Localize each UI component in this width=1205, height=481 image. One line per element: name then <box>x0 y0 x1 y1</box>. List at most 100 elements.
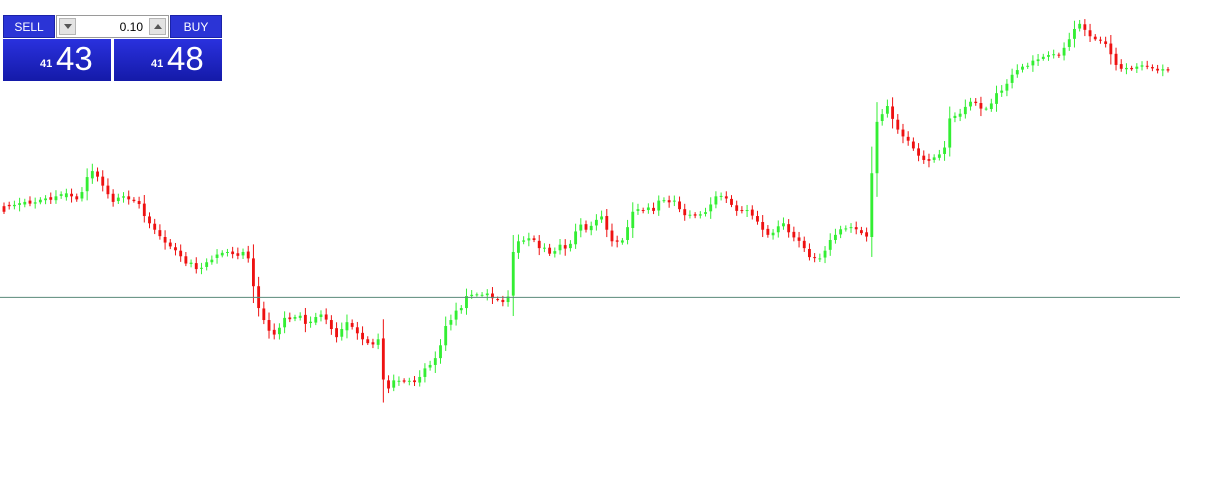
candle-bear <box>335 328 339 338</box>
candle-bear <box>101 176 105 186</box>
lot-decrease-button[interactable] <box>59 18 76 35</box>
candle-bull <box>200 267 203 269</box>
candle-bull <box>542 247 546 249</box>
candle-bear <box>766 228 770 235</box>
candle-bear <box>496 299 500 301</box>
candle-bull <box>1000 90 1004 93</box>
candle-bear <box>891 106 895 119</box>
candle-bull <box>558 244 562 251</box>
buy-button[interactable]: BUY <box>170 15 222 38</box>
candle-bear <box>366 339 370 344</box>
candle-bull <box>1078 23 1082 29</box>
candle-bull <box>963 106 967 115</box>
candle-bull <box>818 258 822 260</box>
candle-bull <box>340 329 344 337</box>
candle-bear <box>683 209 687 216</box>
candle-bull <box>1036 59 1040 62</box>
candle-bull <box>376 339 380 345</box>
candle-bull <box>283 317 287 328</box>
candle-bull <box>662 200 666 202</box>
candle-bull <box>220 252 224 256</box>
candle-bear <box>174 247 177 251</box>
candle-bull <box>688 214 692 216</box>
candle-bull <box>522 240 526 242</box>
candle-bull <box>1021 66 1024 70</box>
candle-bull <box>880 114 884 122</box>
lot-size-input[interactable] <box>79 17 143 36</box>
candle-bear <box>859 230 863 234</box>
candle-bear <box>911 141 915 149</box>
candle-bear <box>808 248 811 258</box>
candle-bear <box>615 240 619 242</box>
candle-bull <box>672 200 676 202</box>
candle-bull <box>553 251 557 254</box>
candle-bear <box>1130 67 1134 70</box>
candle-bear <box>802 240 806 249</box>
candle-bull <box>423 368 427 377</box>
candle-bull <box>44 198 48 201</box>
candle-bear <box>756 216 759 222</box>
sell-price-button[interactable]: 41 43 <box>3 39 111 81</box>
candle-bull <box>833 234 837 240</box>
candle-bull <box>626 227 630 240</box>
candle-bear <box>49 197 53 200</box>
candle-bear <box>735 205 739 211</box>
lot-increase-button[interactable] <box>149 18 166 35</box>
chevron-down-icon <box>64 24 72 29</box>
candle-bear <box>75 196 79 200</box>
candle-bear <box>917 148 921 156</box>
candle-bear <box>1166 69 1170 71</box>
candle-bull <box>1067 39 1071 47</box>
candle-bull <box>1073 28 1076 39</box>
candle-bear <box>610 230 614 242</box>
candle-bull <box>984 108 988 110</box>
candle-bear <box>1104 41 1108 44</box>
candle-bull <box>38 199 42 203</box>
candle-bear <box>1145 65 1149 67</box>
candle-bull <box>875 121 879 174</box>
candle-bull <box>18 203 22 205</box>
candle-bull <box>345 322 349 331</box>
candle-bull <box>309 321 313 324</box>
chevron-up-icon <box>154 24 162 29</box>
candle-bear <box>724 196 728 199</box>
candle-bear <box>1114 53 1118 65</box>
candle-bear <box>267 320 271 331</box>
candle-bear <box>402 380 406 382</box>
candle-bear <box>1099 39 1102 41</box>
candle-bear <box>2 206 6 212</box>
candle-bull <box>937 154 941 158</box>
candle-bull <box>704 212 707 214</box>
candle-bull <box>1010 74 1014 83</box>
candle-bull <box>454 310 458 320</box>
candle-bull <box>12 204 16 207</box>
candle-bear <box>350 323 354 327</box>
candle-bear <box>979 103 983 109</box>
candle-bear <box>1093 36 1097 40</box>
candle-bear <box>792 231 796 238</box>
candle-bull <box>205 262 209 267</box>
candle-bear <box>231 251 235 255</box>
candle-bull <box>948 118 952 148</box>
candle-bull <box>465 296 468 309</box>
candle-bull <box>849 227 853 229</box>
candle-bull <box>459 308 463 311</box>
candle-bull <box>90 171 94 179</box>
candle-bear <box>168 242 172 247</box>
candle-bull <box>1161 69 1165 71</box>
candle-bull <box>574 231 578 245</box>
candle-bear <box>96 171 99 177</box>
candle-bear <box>272 329 276 335</box>
candle-bull <box>527 238 531 241</box>
candle-bull <box>631 211 635 229</box>
candles-group <box>2 19 1170 403</box>
candle-bear <box>605 216 609 230</box>
candle-bear <box>137 201 141 205</box>
candle-bull <box>116 197 120 202</box>
lot-size-stepper[interactable] <box>56 15 169 38</box>
candle-bull <box>517 241 520 253</box>
buy-price-button[interactable]: 41 48 <box>114 39 222 81</box>
candle-bull <box>709 204 713 212</box>
sell-button[interactable]: SELL <box>3 15 55 38</box>
